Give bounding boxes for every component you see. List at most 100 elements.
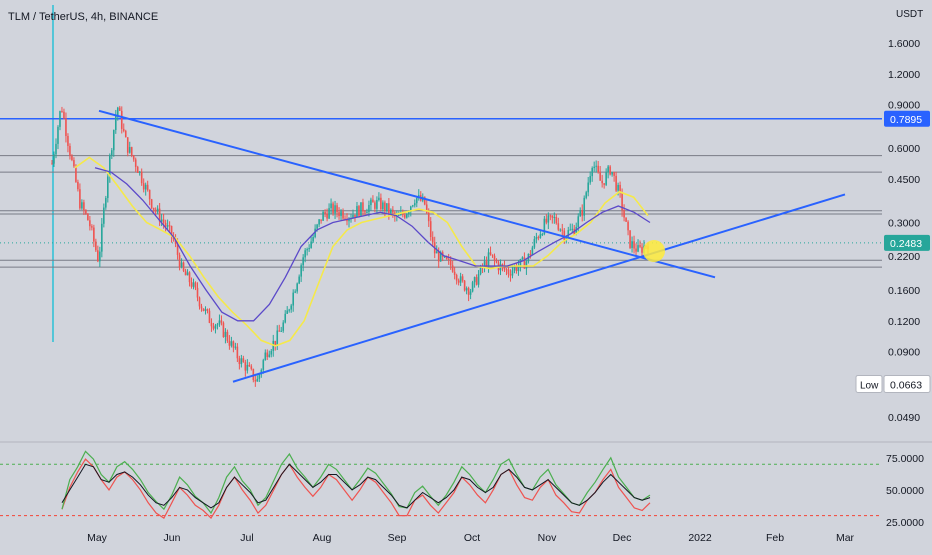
candle-body <box>114 115 117 131</box>
candle <box>116 106 119 121</box>
candle <box>336 202 338 218</box>
time-axis[interactable]: May Jun Jul Aug Sep Oct Nov Dec 2022 Feb Mar <box>87 532 854 544</box>
candle <box>342 208 344 222</box>
candle-body <box>380 197 382 210</box>
candle-body <box>605 172 607 185</box>
candle <box>392 206 394 218</box>
ma-yellow-line[interactable] <box>74 156 649 347</box>
candle <box>469 288 472 300</box>
candle <box>577 213 580 234</box>
candle-body <box>503 265 506 270</box>
candle-body <box>457 280 460 283</box>
candle-body <box>280 330 283 332</box>
candle <box>160 213 163 227</box>
candle <box>214 323 217 334</box>
ma-purple-line[interactable] <box>94 167 651 322</box>
candle <box>615 171 617 193</box>
candle-body <box>623 210 625 218</box>
rsi-axis[interactable]: 75.0000 50.0000 25.0000 <box>886 453 924 529</box>
candle-body <box>443 256 446 258</box>
candle-body <box>214 325 217 329</box>
time-tick-label: Feb <box>766 532 784 544</box>
candle-body <box>59 111 61 127</box>
rsi-ma-line[interactable] <box>61 463 651 509</box>
candle <box>551 215 554 224</box>
candle-body <box>101 223 103 252</box>
candle <box>140 168 143 186</box>
candle-body <box>292 292 294 306</box>
candle <box>150 198 153 210</box>
candle <box>571 223 574 234</box>
candle <box>370 197 372 211</box>
main-pane[interactable] <box>0 5 932 443</box>
candle-body <box>103 207 105 224</box>
candle <box>238 355 241 370</box>
candle <box>597 160 599 174</box>
candle-body <box>130 147 133 156</box>
candle <box>581 204 584 222</box>
time-tick-label: Oct <box>464 532 480 544</box>
candle <box>511 265 514 279</box>
candle <box>637 239 639 253</box>
candle-body <box>445 256 448 259</box>
candle <box>302 254 304 272</box>
candle <box>382 200 384 212</box>
candle <box>318 219 320 228</box>
currency-label: USDT <box>896 9 923 20</box>
candle <box>366 208 368 213</box>
price-axis[interactable]: 1.6000 1.2000 0.9000 0.6000 0.4500 0.3000 0.22… <box>888 38 920 424</box>
highlight-marker[interactable] <box>643 240 665 263</box>
candle-body <box>437 251 440 262</box>
candle <box>599 165 601 181</box>
candle-body <box>105 198 107 208</box>
candle-body <box>73 160 75 167</box>
candle-body <box>473 277 476 283</box>
candle <box>264 349 267 361</box>
candle <box>447 253 450 265</box>
candle-body <box>246 364 249 371</box>
candle-body <box>609 166 611 175</box>
candle-body <box>95 241 97 251</box>
candle-body <box>451 265 454 272</box>
rsi-red-line[interactable] <box>61 458 651 520</box>
candle <box>248 362 251 367</box>
candle <box>429 217 432 241</box>
candle-body <box>278 330 281 332</box>
candle <box>535 232 538 243</box>
candle-body <box>633 241 635 249</box>
candle-body <box>140 171 143 184</box>
candle <box>593 161 595 172</box>
price-badge: 0.7895 <box>884 110 930 127</box>
candle-body <box>589 176 591 183</box>
candle-body <box>519 259 522 266</box>
candle <box>356 201 358 218</box>
candle-body <box>228 340 231 346</box>
candle-body <box>81 202 83 209</box>
candle <box>286 306 289 314</box>
ascending-trendline[interactable] <box>232 193 846 383</box>
candle <box>206 308 209 314</box>
candle-body <box>378 197 380 201</box>
rsi-green-line[interactable] <box>61 450 651 515</box>
candle <box>65 112 67 143</box>
candle <box>85 209 87 215</box>
candle <box>509 269 512 282</box>
low-tag-bg <box>855 374 883 393</box>
candle <box>324 209 326 218</box>
candle-body <box>330 203 332 209</box>
candle-body <box>449 259 452 266</box>
candle-body <box>621 192 623 211</box>
candle-body <box>549 215 552 217</box>
candle-body <box>545 218 548 223</box>
candle-body <box>65 118 67 137</box>
rsi-pane[interactable] <box>0 450 882 520</box>
candle <box>148 189 151 206</box>
candle-body <box>569 229 572 231</box>
candle-body <box>232 341 235 348</box>
candle-body <box>320 219 322 221</box>
price-tick-label: 0.9000 <box>888 100 920 112</box>
candle <box>605 168 607 187</box>
candle <box>583 195 586 221</box>
descending-trendline[interactable] <box>98 109 716 279</box>
